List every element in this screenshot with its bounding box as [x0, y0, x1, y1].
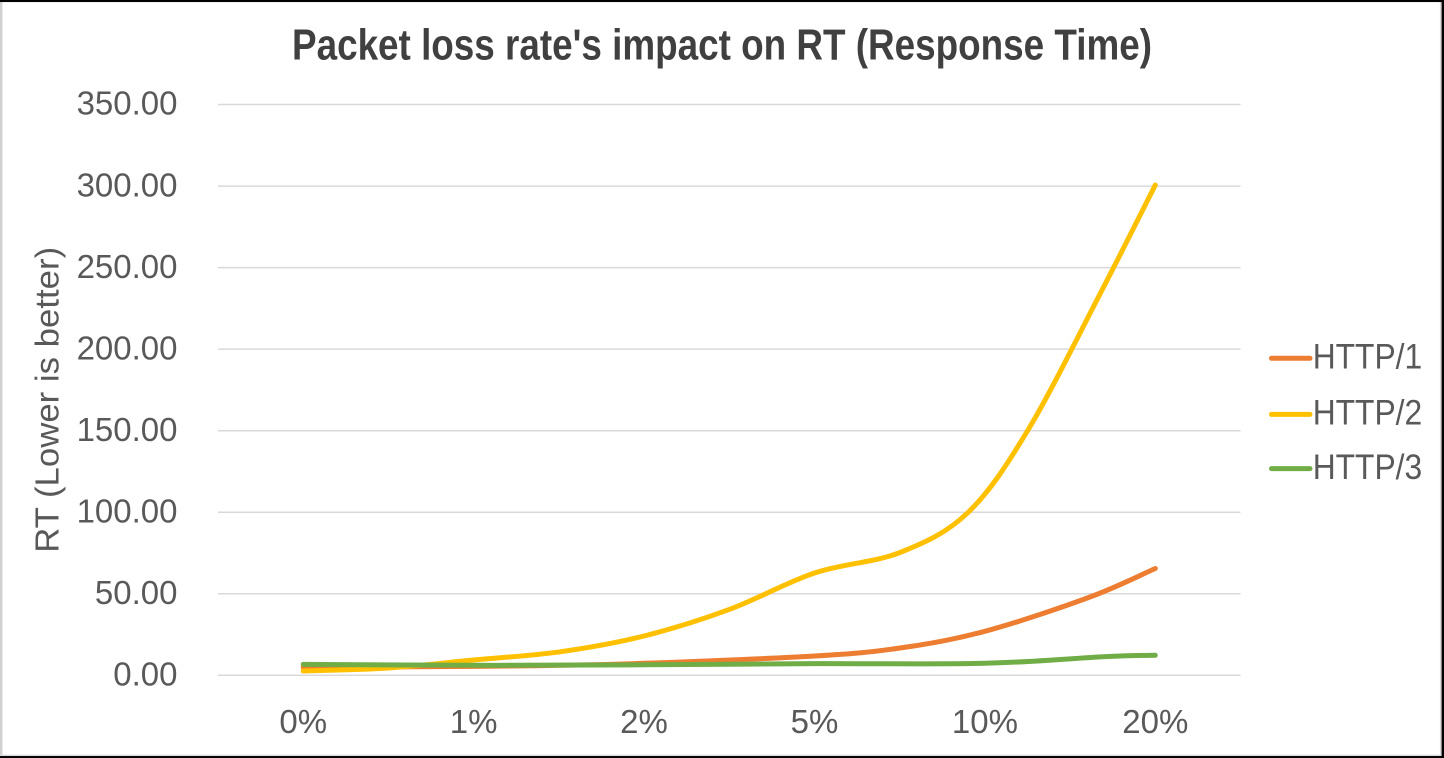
svg-text:HTTP/2: HTTP/2	[1313, 394, 1423, 433]
svg-text:0.00: 0.00	[113, 656, 177, 693]
svg-text:HTTP/1: HTTP/1	[1313, 338, 1423, 377]
svg-text:RT (Lower is better): RT (Lower is better)	[29, 247, 66, 553]
svg-text:50.00: 50.00	[95, 574, 178, 611]
svg-text:20%: 20%	[1122, 703, 1188, 740]
svg-text:300.00: 300.00	[77, 166, 178, 203]
svg-text:5%: 5%	[791, 703, 839, 740]
svg-text:150.00: 150.00	[77, 411, 178, 448]
svg-text:10%: 10%	[952, 703, 1018, 740]
svg-text:350.00: 350.00	[77, 85, 178, 122]
svg-text:2%: 2%	[620, 703, 668, 740]
svg-text:250.00: 250.00	[77, 248, 178, 285]
svg-text:Packet loss rate's impact on R: Packet loss rate's impact on RT (Respons…	[292, 20, 1152, 69]
svg-text:HTTP/3: HTTP/3	[1313, 448, 1423, 487]
svg-text:200.00: 200.00	[77, 329, 178, 366]
svg-text:100.00: 100.00	[77, 492, 178, 529]
svg-text:0%: 0%	[279, 703, 327, 740]
svg-text:1%: 1%	[450, 703, 498, 740]
